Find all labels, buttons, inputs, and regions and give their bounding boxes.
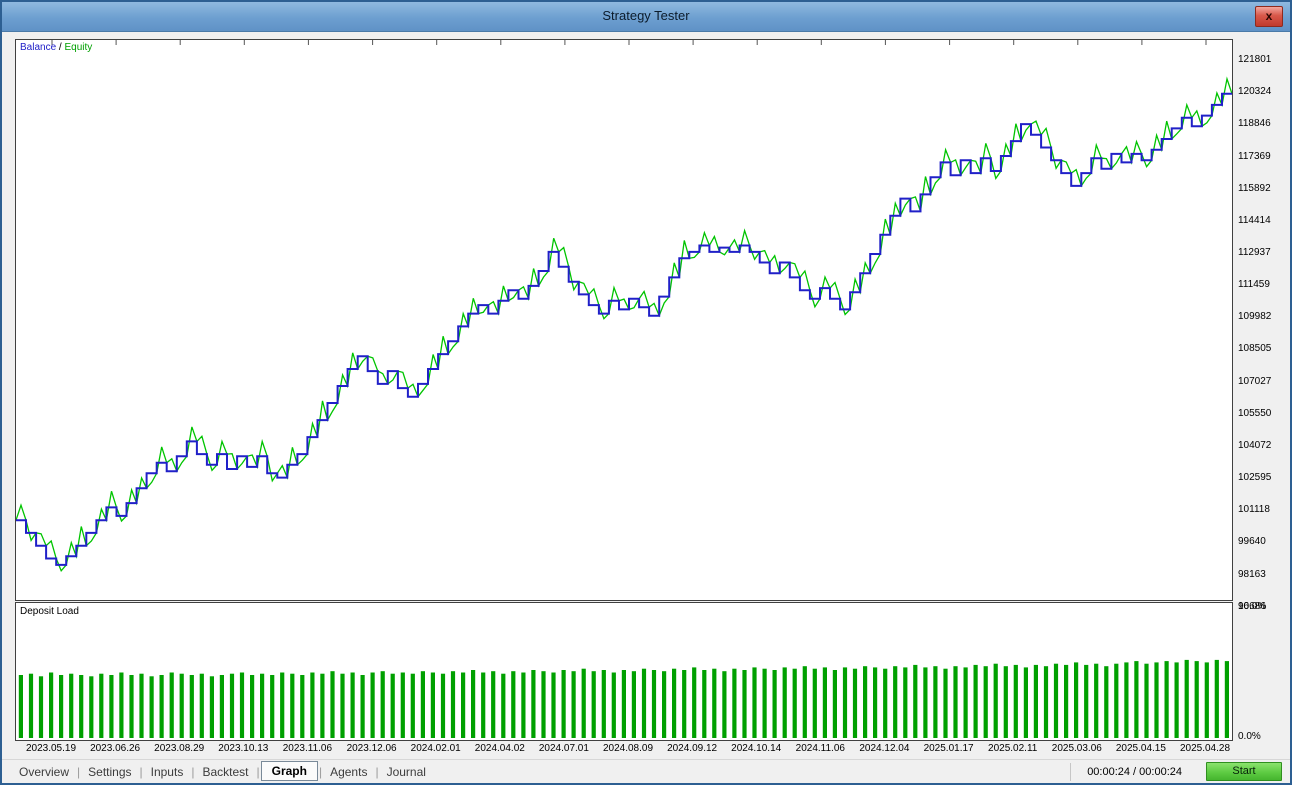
x-axis-label: 2024.02.01 bbox=[410, 743, 461, 754]
y-axis-label: 102595 bbox=[1238, 472, 1272, 484]
y-axis-label: 101118 bbox=[1238, 504, 1270, 516]
tab-journal[interactable]: Journal bbox=[386, 764, 426, 779]
x-axis-label: 2024.09.12 bbox=[667, 743, 718, 754]
x-axis-label: 2024.12.04 bbox=[859, 743, 910, 754]
y-axis-label: 118846 bbox=[1238, 118, 1271, 130]
y-axis-label: 98163 bbox=[1238, 568, 1266, 580]
x-axis-label: 2025.01.17 bbox=[923, 743, 974, 754]
tab-separator: | bbox=[375, 764, 379, 779]
x-axis-label: 2025.02.11 bbox=[988, 743, 1038, 754]
start-button[interactable]: Start bbox=[1206, 762, 1282, 781]
status-right: 00:00:24 / 00:00:24 Start bbox=[1070, 762, 1290, 781]
close-button[interactable]: x bbox=[1255, 6, 1283, 27]
tab-graph[interactable]: Graph bbox=[260, 761, 318, 781]
tab-backtest[interactable]: Backtest bbox=[202, 764, 249, 779]
tab-inputs[interactable]: Inputs bbox=[150, 764, 184, 779]
x-axis-label: 2025.04.28 bbox=[1179, 743, 1231, 754]
title-bar[interactable]: Strategy Tester x bbox=[2, 2, 1290, 32]
x-axis-label: 2023.12.06 bbox=[346, 743, 397, 754]
y-axis-label: 96686 bbox=[1238, 600, 1266, 612]
x-axis-label: 2024.10.14 bbox=[731, 743, 782, 754]
deposit-min-label: 0.0% bbox=[1238, 731, 1261, 742]
x-axis-label: 2023.10.13 bbox=[218, 743, 269, 754]
chart-legend: Balance / Equity bbox=[20, 42, 92, 53]
y-axis-label: 107027 bbox=[1238, 375, 1272, 387]
y-axis-label: 105550 bbox=[1238, 407, 1272, 419]
y-axis-label: 104072 bbox=[1238, 439, 1272, 451]
tab-separator: | bbox=[191, 764, 195, 779]
x-axis-label: 2024.11.06 bbox=[795, 743, 845, 754]
legend-separator: / bbox=[56, 42, 65, 53]
y-axis-label: 111459 bbox=[1238, 279, 1270, 291]
legend-equity: Equity bbox=[64, 42, 93, 53]
tester-tabs: Overview | Settings | Inputs | Backtest | Graph |… bbox=[2, 761, 1070, 781]
y-axis-label: 99640 bbox=[1238, 536, 1266, 548]
tab-agents[interactable]: Agents bbox=[330, 764, 368, 779]
balance-equity-chart-area[interactable]: Balance / Equity bbox=[15, 39, 1233, 601]
x-axis-label: 2025.03.06 bbox=[1051, 743, 1102, 754]
x-axis-label: 2024.07.01 bbox=[538, 743, 589, 754]
y-axis-label: 120324 bbox=[1238, 86, 1272, 98]
y-axis-label: 109982 bbox=[1238, 311, 1272, 323]
x-axis-label: 2024.04.02 bbox=[474, 743, 525, 754]
x-axis-label: 2023.05.19 bbox=[25, 743, 77, 754]
y-axis-label: 121801 bbox=[1238, 54, 1272, 65]
close-icon: x bbox=[1265, 9, 1273, 23]
tab-separator: | bbox=[139, 764, 143, 779]
tab-overview[interactable]: Overview bbox=[19, 764, 70, 779]
y-axis-labels: 121801 120324 118846 117369 115892 114414 1129… bbox=[1238, 54, 1292, 612]
x-axis-label: 2024.08.09 bbox=[602, 743, 654, 754]
y-axis-label: 115892 bbox=[1238, 182, 1271, 194]
x-axis-labels: 2023.05.19 2023.06.26 2023.08.29 2023.10.13… bbox=[15, 743, 1233, 756]
x-axis-label: 2023.11.06 bbox=[282, 743, 333, 754]
window-title: Strategy Tester bbox=[602, 8, 690, 23]
tab-separator: | bbox=[77, 764, 81, 779]
tab-separator: | bbox=[256, 764, 260, 779]
balance-equity-plot[interactable] bbox=[16, 40, 1232, 600]
y-axis-label: 117369 bbox=[1238, 150, 1271, 162]
deposit-load-title: Deposit Load bbox=[20, 606, 79, 617]
deposit-load-bars bbox=[18, 659, 1229, 738]
elapsed-time: 00:00:24 / 00:00:24 bbox=[1070, 762, 1196, 781]
tab-settings[interactable]: Settings bbox=[88, 764, 132, 779]
y-axis-label: 114414 bbox=[1238, 214, 1271, 226]
y-axis-label: 108505 bbox=[1238, 343, 1272, 355]
tab-separator: | bbox=[318, 764, 323, 779]
status-tab-bar: Overview | Settings | Inputs | Backtest | Graph |… bbox=[2, 759, 1290, 783]
y-axis-label: 112937 bbox=[1238, 247, 1271, 258]
x-axis-label: 2023.06.26 bbox=[90, 743, 141, 754]
deposit-load-panel[interactable]: Deposit Load bbox=[15, 602, 1233, 741]
legend-balance: Balance bbox=[20, 42, 57, 53]
x-axis-label: 2025.04.15 bbox=[1115, 743, 1166, 754]
deposit-max-label: 10.0% bbox=[1238, 601, 1267, 612]
x-axis-label: 2023.08.29 bbox=[154, 743, 205, 754]
